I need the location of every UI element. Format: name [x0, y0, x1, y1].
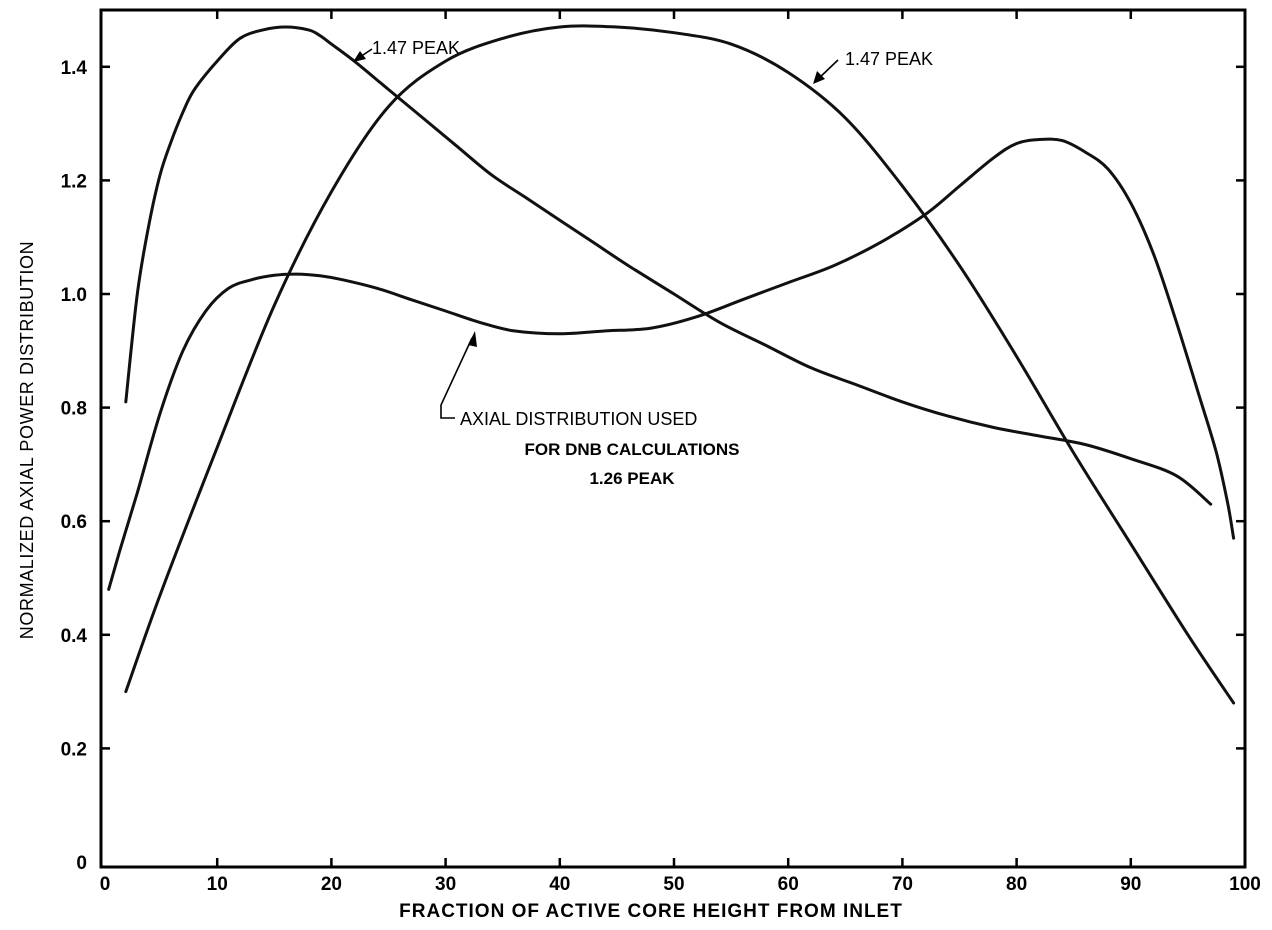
annotation-dnb: AXIAL DISTRIBUTION USED FOR DNB CALCULAT… — [440, 331, 740, 488]
annotation-dnb-line-3: 1.26 PEAK — [589, 469, 675, 488]
y-tick-label: 1.4 — [61, 58, 88, 79]
x-tick-label: 100 — [1229, 874, 1261, 895]
x-tick-label: 70 — [892, 874, 913, 895]
x-tick-label: 10 — [207, 874, 228, 895]
series-line-1 — [124, 25, 1213, 506]
x-tick-label: 60 — [778, 874, 799, 895]
y-axis-title: NORMALIZED AXIAL POWER DISTRIBUTION — [17, 241, 37, 639]
y-tick-label: 0.6 — [61, 512, 87, 533]
x-tick-label: 50 — [663, 874, 684, 895]
x-tick-label: 0 — [100, 874, 111, 895]
y-tick-label: 0.8 — [61, 399, 87, 420]
y-tick-label: 1.2 — [61, 171, 87, 192]
series-line-2 — [124, 24, 1236, 705]
annotation-peak-2-text: 1.47 PEAK — [845, 49, 933, 69]
annotation-peak-1-arrowhead — [353, 51, 366, 62]
x-axis-title: FRACTION OF ACTIVE CORE HEIGHT FROM INLE… — [399, 901, 903, 922]
x-tick-label: 90 — [1120, 874, 1141, 895]
x-tick-label: 30 — [435, 874, 456, 895]
x-tick-label: 80 — [1006, 874, 1027, 895]
plot-frame — [99, 8, 1247, 869]
annotation-dnb-arrowhead — [468, 331, 477, 347]
annotation-peak-2-arrowhead — [813, 71, 825, 84]
y-tick-label: 1.0 — [61, 285, 87, 306]
y-tick-label: 0.4 — [61, 626, 88, 647]
annotation-dnb-line-1: AXIAL DISTRIBUTION USED — [460, 409, 697, 429]
curves — [107, 24, 1236, 705]
x-tick-label: 20 — [321, 874, 342, 895]
annotation-dnb-leader — [440, 337, 473, 419]
annotation-peak-1-text: 1.47 PEAK — [372, 38, 460, 58]
axis-ticks: 0 10 20 30 40 50 60 70 80 90 100 0 0.2 0.4 0.6 0.8 1.0 1.… — [61, 10, 1261, 895]
y-tick-label: 0 — [76, 853, 87, 874]
y-tick-label: 0.2 — [61, 739, 87, 760]
series-line-3 — [107, 137, 1236, 591]
annotation-peak-2: 1.47 PEAK — [813, 49, 933, 84]
x-tick-label: 40 — [549, 874, 570, 895]
annotation-peak-1: 1.47 PEAK — [353, 38, 460, 62]
annotation-dnb-line-2: FOR DNB CALCULATIONS — [525, 440, 740, 459]
